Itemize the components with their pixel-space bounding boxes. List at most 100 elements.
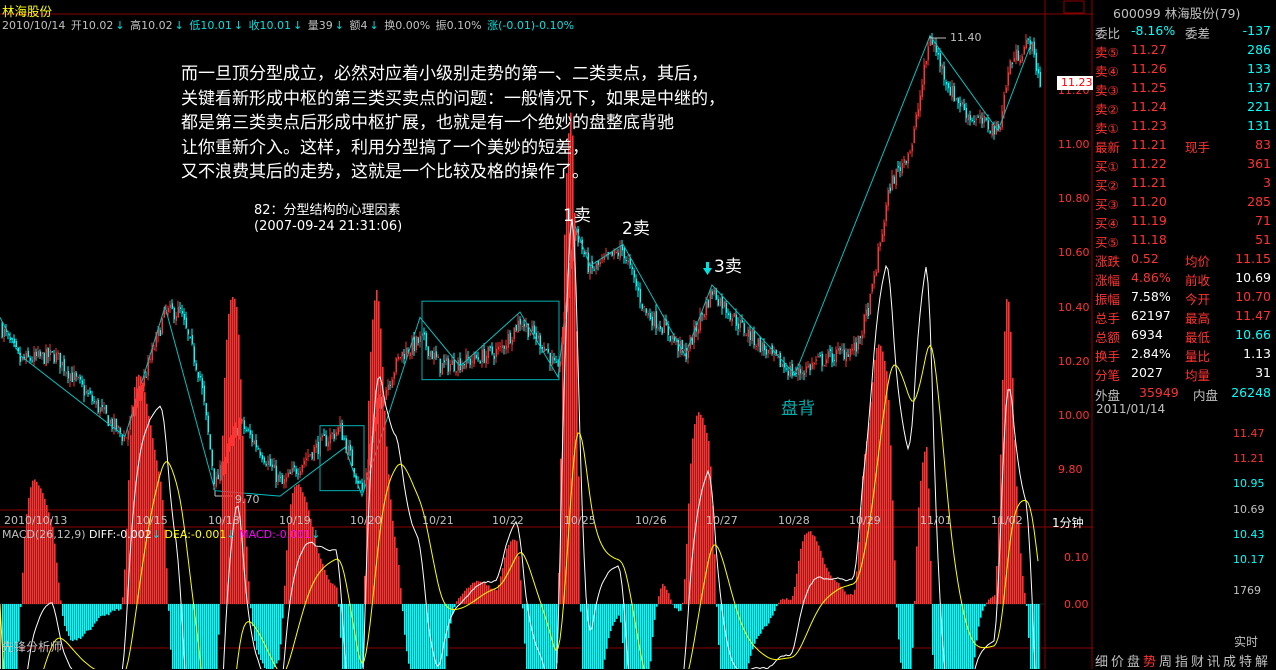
macd-bar (734, 604, 736, 669)
candle-body (341, 423, 343, 441)
macd-bar (808, 531, 810, 604)
macd-bar (508, 544, 510, 604)
macd-bar (170, 604, 172, 650)
stat-label: 换手 (1095, 349, 1121, 364)
candle-body (935, 43, 937, 53)
candle-body (965, 107, 967, 118)
macd-bar (994, 595, 996, 604)
macd-bar (672, 604, 674, 605)
candle-body (423, 332, 425, 335)
macd-bar (526, 604, 528, 669)
sell-level-row: 卖⑤ 11.27 286 (1093, 40, 1276, 60)
candle-body (589, 263, 591, 274)
macd-bar (68, 604, 70, 636)
candle-body (169, 304, 171, 308)
macd-bar (988, 599, 990, 604)
latest-price: 11.21 (1131, 137, 1167, 152)
candle-body (167, 307, 169, 312)
candle-body (807, 365, 809, 368)
panel-tab[interactable]: 势 (1143, 655, 1157, 670)
candle-body (917, 109, 919, 117)
stat-value: 7.58% (1131, 289, 1171, 304)
candle-body (741, 320, 743, 323)
panel-tab[interactable]: 讯 (1207, 655, 1221, 670)
macd-bar (364, 575, 366, 604)
candle-body (325, 435, 327, 447)
macd-bar (1030, 604, 1032, 669)
candle-body (179, 307, 181, 309)
macd-bar (8, 604, 10, 669)
candle-body (905, 160, 907, 164)
panel-tab[interactable]: 盘 (1127, 655, 1141, 670)
macd-bar (216, 604, 218, 669)
macd-bar (276, 604, 278, 664)
candle-body (879, 242, 881, 247)
candle-body (463, 363, 465, 366)
candle-body (887, 189, 889, 206)
macd-bar (208, 604, 210, 669)
macd-bar (516, 541, 518, 604)
candle-body (37, 350, 39, 357)
macd-bar (16, 604, 18, 669)
panel-tab[interactable]: 解 (1255, 655, 1269, 670)
candle-body (15, 341, 17, 347)
candle-body (115, 418, 117, 431)
macd-bar (830, 575, 832, 604)
candle-body (773, 350, 775, 355)
macd-bar (470, 584, 472, 604)
candle-body (521, 326, 523, 328)
macd-label: MACD(26,12,9) (2, 528, 86, 541)
panel-tab[interactable]: 财 (1191, 655, 1205, 670)
info-amplitude: 振0.10% (435, 19, 482, 32)
macd-bar (168, 604, 170, 611)
candle-body (813, 363, 815, 365)
macd-bar (406, 604, 408, 652)
macd-bar (872, 382, 874, 604)
panel-tab[interactable]: 成 (1223, 655, 1237, 670)
macd-bar (486, 585, 488, 604)
panel-tab[interactable]: 细 (1095, 655, 1109, 670)
macd-bar (468, 587, 470, 604)
candle-body (733, 313, 735, 317)
candle-body (541, 346, 543, 350)
candle-body (855, 342, 857, 352)
candle-body (759, 337, 761, 353)
info-open: 开10.02 (70, 19, 114, 32)
macd-bar (762, 604, 764, 630)
candle-body (859, 335, 861, 339)
candle-body (559, 361, 561, 367)
latest-label: 最新 (1095, 140, 1121, 155)
candle-body (757, 338, 759, 347)
sell-level-volume: 221 (1247, 99, 1271, 114)
candle-body (247, 429, 249, 431)
candle-body (945, 82, 947, 85)
macd-bar (630, 604, 632, 669)
macd-bar (1022, 575, 1024, 604)
candle-body (499, 346, 501, 348)
realtime-label[interactable]: 实时 (1234, 635, 1259, 649)
macd-bar (76, 604, 78, 641)
candle-body (393, 372, 395, 379)
macd-bar (166, 568, 168, 604)
candle-body (749, 331, 751, 341)
candle-body (207, 415, 209, 433)
macd-bar (730, 604, 732, 669)
macd-bar (962, 604, 964, 669)
candle-body (409, 352, 411, 357)
panel-tab[interactable]: 指 (1175, 655, 1189, 670)
stat-value: 10.66 (1235, 327, 1271, 342)
candle-body (645, 308, 647, 313)
panel-tab[interactable]: 价 (1111, 655, 1125, 670)
candle-body (775, 349, 777, 355)
period-selector[interactable]: 1分钟 (1052, 516, 1084, 530)
candle-body (719, 298, 721, 306)
panel-tab[interactable]: 周 (1159, 655, 1173, 670)
panel-code: 600099 林海股份(79) (1113, 6, 1241, 21)
candle-body (245, 429, 247, 431)
macd-bar (690, 463, 692, 604)
panel-tab[interactable]: 特 (1239, 655, 1253, 670)
candle-body (67, 371, 69, 379)
macd-bar (544, 604, 546, 669)
macd-bar (498, 584, 500, 604)
candle-body (457, 360, 459, 371)
